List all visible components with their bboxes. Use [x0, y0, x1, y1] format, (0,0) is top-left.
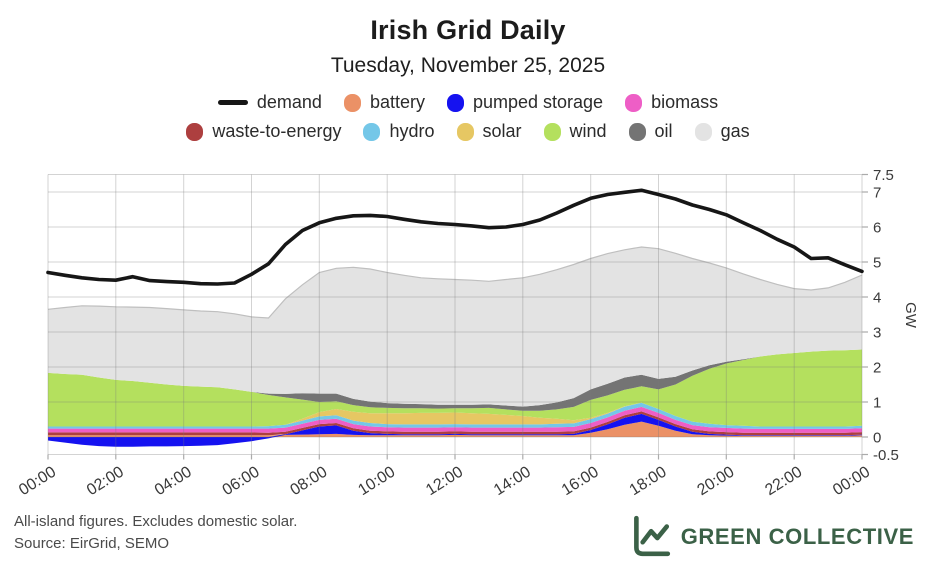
area-biomass: [48, 406, 862, 433]
page-title: Irish Grid Daily: [370, 15, 566, 45]
y-tick-label: 4: [873, 290, 881, 307]
demand-line: [46, 188, 864, 286]
area-battery: [48, 421, 862, 437]
area-pumped_storage: [48, 413, 862, 447]
x-tick-label: 16:00: [559, 463, 602, 499]
legend-label-battery: battery: [369, 92, 425, 112]
area-waste_to_energy: [48, 411, 862, 436]
brand-logo: GREEN COLLECTIVE: [629, 515, 914, 559]
x-tick-label: 18:00: [627, 463, 670, 499]
gas-top-edge: [47, 246, 863, 319]
x-tick-label: 04:00: [152, 463, 195, 499]
y-tick-label: 7: [873, 185, 881, 202]
legend-label-oil: oil: [654, 121, 673, 141]
x-tick-label: 00:00: [830, 463, 873, 499]
x-tick-label: 20:00: [694, 463, 737, 499]
legend-item-battery: battery: [343, 92, 425, 113]
area-wind: [48, 349, 862, 427]
tick-marks: [47, 173, 868, 460]
y-tick-label: 7.5: [873, 167, 894, 184]
area-gas: [48, 247, 862, 407]
legend-item-oil: oil: [628, 121, 673, 142]
y-tick-label: 2: [873, 360, 881, 377]
x-tick-label: 06:00: [220, 463, 263, 499]
y-tick-label: 3: [873, 325, 881, 342]
wind-swatch-icon: [543, 122, 561, 141]
legend-item-demand: demand: [217, 92, 322, 113]
stacked-areas: [48, 247, 862, 447]
x-tick-label: 10:00: [355, 463, 398, 499]
legend-label-wind: wind: [569, 121, 607, 141]
legend-item-biomass: biomass: [625, 92, 718, 113]
legend: demand battery pumped storage biomass waste-…: [0, 92, 936, 142]
legend-label-hydro: hydro: [389, 121, 435, 141]
biomass-swatch-icon: [625, 93, 643, 112]
y-tick-labels: -0.50 1 2 3 4 5 6 77.5: [873, 167, 899, 464]
legend-item-gas: gas: [694, 121, 750, 142]
x-tick-label: 00:00: [16, 463, 59, 499]
legend-item-hydro: hydro: [363, 121, 435, 142]
oil-swatch-icon: [628, 122, 646, 141]
legend-label-solar: solar: [482, 121, 522, 141]
x-tick-label: 12:00: [423, 463, 466, 499]
gridlines: [47, 174, 863, 455]
legend-row-2: waste-to-energy hydro solar wind oil gas: [186, 121, 750, 142]
chart-subtitle: Tuesday, November 25, 2025: [330, 54, 606, 77]
x-tick-labels: 00:00 02:00 04:00 06:00 08:00 10:00 12:00 14:00…: [16, 463, 873, 499]
legend-row-1: demand battery pumped storage biomass: [217, 92, 718, 113]
hydro-swatch-icon: [363, 122, 381, 141]
legend-item-solar: solar: [456, 121, 522, 142]
footnote-line-1: All-island figures. Excludes domestic so…: [14, 513, 298, 530]
area-hydro: [48, 402, 862, 429]
gas-swatch-icon: [694, 122, 712, 141]
y-tick-label: 1: [873, 395, 881, 412]
legend-item-wind: wind: [543, 121, 607, 142]
brand-name: GREEN COLLECTIVE: [680, 524, 914, 549]
legend-label-pumped-storage: pumped storage: [472, 92, 604, 112]
legend-label-gas: gas: [720, 121, 750, 141]
legend-label-demand: demand: [256, 92, 322, 112]
battery-swatch-icon: [343, 93, 361, 112]
area-solar: [48, 402, 862, 427]
x-tick-label: 02:00: [84, 463, 127, 499]
y-tick-label: 0: [873, 430, 881, 447]
y-tick-label: 6: [873, 220, 881, 237]
legend-label-waste-to-energy: waste-to-energy: [212, 121, 342, 141]
legend-item-pumped-storage: pumped storage: [446, 92, 604, 113]
x-tick-label: 08:00: [287, 463, 330, 499]
footnote-line-2: Source: EirGrid, SEMO: [14, 535, 170, 552]
y-tick-label: 5: [873, 255, 881, 272]
legend-label-biomass: biomass: [651, 92, 719, 112]
footnote: All-island figures. Excludes domestic so…: [14, 511, 297, 555]
solar-swatch-icon: [456, 122, 474, 141]
waste-to-energy-swatch-icon: [186, 122, 204, 141]
legend-item-waste-to-energy: waste-to-energy: [186, 121, 341, 142]
y-tick-label: -0.5: [873, 447, 899, 464]
x-tick-label: 14:00: [491, 463, 534, 499]
line-chart-icon: [633, 515, 670, 557]
pumped-storage-swatch-icon: [446, 93, 464, 112]
x-tick-label: 22:00: [762, 463, 805, 499]
y-axis-title: GW: [902, 302, 919, 329]
demand-line-swatch: [217, 100, 248, 105]
